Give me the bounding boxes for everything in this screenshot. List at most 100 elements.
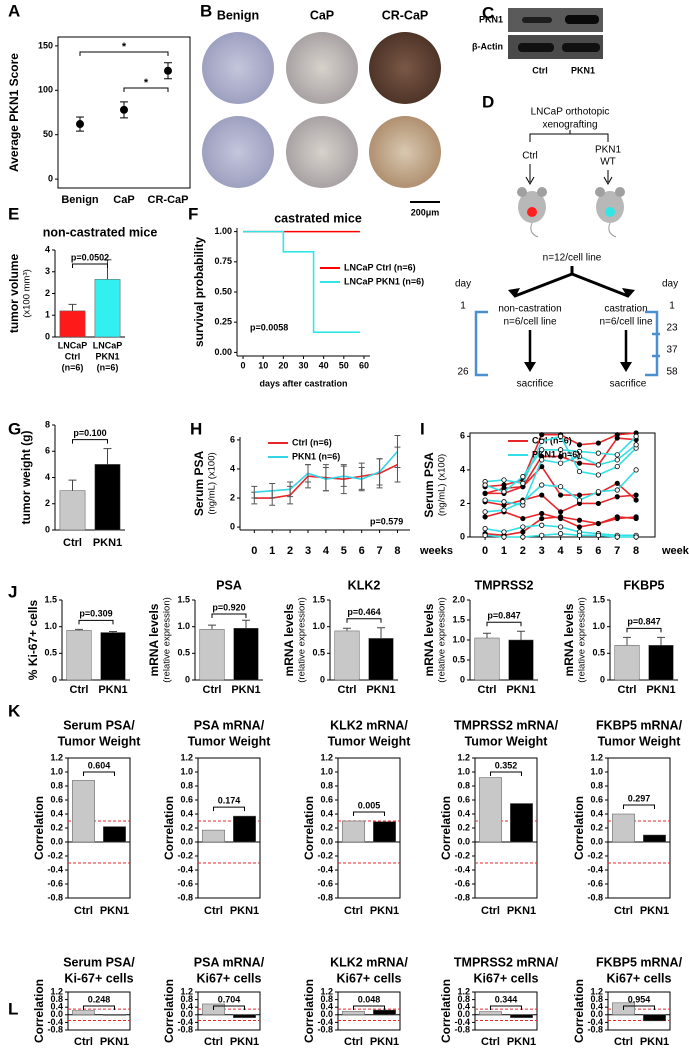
- y-tick-label: -0.8: [454, 1024, 470, 1034]
- error-bar: [103, 448, 112, 465]
- chart-title: PSA: [216, 578, 242, 592]
- y-tick-label: 0.2: [180, 822, 193, 832]
- x-tick-label: 1: [269, 545, 275, 557]
- x-tick-label: 10: [258, 360, 268, 370]
- data-point: [501, 499, 507, 505]
- significance-bracket: [213, 806, 245, 812]
- y-tick-label: 0.2: [457, 822, 470, 832]
- y-axis-label: Correlation: [572, 796, 586, 860]
- x-tick-label: Ctrl: [203, 684, 222, 696]
- bar: [614, 645, 640, 681]
- data-point: [595, 489, 601, 495]
- legend-label: PKN1 (n=6): [532, 449, 580, 459]
- day-value: 26: [457, 367, 469, 378]
- panel-label: G: [8, 419, 21, 438]
- x-tick-label: PKN1: [370, 905, 399, 917]
- chart-title: FKBP5 mRNA/: [596, 718, 683, 732]
- y-tick-label: 0.0: [457, 836, 470, 846]
- data-point: [520, 474, 526, 480]
- x-tick-label: Ctrl: [204, 905, 223, 917]
- x-tick-label: PKN1: [98, 684, 127, 696]
- y-tick-label: 8: [45, 419, 50, 429]
- y-tick-label: 0.0: [590, 836, 603, 846]
- annotation: 0.954: [628, 994, 651, 1004]
- bar: [373, 821, 396, 843]
- x-tick-label: 5: [341, 545, 347, 557]
- bar: [103, 826, 126, 843]
- x-tick-label: 6: [359, 545, 365, 557]
- y-tick-label: 6: [45, 446, 50, 456]
- chart-title: Tumor Weight: [598, 734, 682, 748]
- data-point: [576, 468, 583, 475]
- mouse-icon: [517, 187, 547, 238]
- blot-row-label: PKN1: [479, 14, 503, 24]
- ihc-core: [286, 32, 358, 104]
- x-tick-label: 0: [482, 545, 488, 557]
- x-tick-label: 40: [319, 360, 329, 370]
- data-point: [501, 529, 507, 535]
- y-tick-label: 1.0: [177, 621, 190, 631]
- day-value: 37: [666, 345, 678, 356]
- x-tick-label: (n=6): [62, 362, 84, 372]
- chart-title: Tumor Weight: [465, 734, 549, 748]
- annotation: 0.704: [218, 994, 241, 1004]
- panel-label: D: [482, 92, 494, 111]
- x-tick-label: PKN1: [646, 684, 675, 696]
- x-tick-label: (n=6): [97, 362, 119, 372]
- significance-bracket: [79, 51, 169, 56]
- panel-label: I: [420, 419, 425, 438]
- y-tick-label: 6: [460, 431, 465, 441]
- y-tick-label: -0.8: [587, 892, 603, 902]
- bar: [474, 637, 500, 681]
- y-tick-label: 0.4: [320, 1002, 333, 1012]
- y-tick-label: 2: [230, 492, 235, 502]
- group-label: WT: [600, 157, 616, 168]
- bar: [479, 1011, 502, 1016]
- y-tick-label: -0.8: [47, 1024, 63, 1034]
- y-tick-label: 1.2: [320, 986, 333, 996]
- x-tick-label: PKN1: [95, 351, 119, 361]
- y-tick-label: 0: [600, 674, 605, 684]
- bar: [373, 1009, 396, 1016]
- y-tick-label: -0.2: [317, 850, 333, 860]
- x-tick-label: Ctrl: [481, 905, 500, 917]
- y-tick-label: 0.0: [590, 1009, 603, 1019]
- column-label: Benign: [217, 8, 259, 22]
- x-axis-label: weeks: [661, 545, 689, 557]
- y-tick-label: 1.2: [180, 752, 193, 762]
- bar: [643, 834, 666, 843]
- annotation: p=0.920: [212, 602, 245, 612]
- y-axis-label: Correlation: [32, 796, 46, 860]
- arm-label: n=6/cell line: [599, 317, 653, 328]
- ihc-core: [286, 116, 358, 188]
- error-bar: [623, 636, 631, 646]
- x-tick-label: PKN1: [506, 684, 535, 696]
- data-point: [558, 509, 564, 515]
- y-tick-label: -0.4: [454, 1017, 470, 1027]
- significance-bracket: [123, 87, 169, 92]
- data-point: [576, 448, 583, 455]
- y-tick-label: 1.0: [44, 621, 57, 631]
- data-point: [633, 534, 639, 540]
- bar: [94, 464, 121, 531]
- data-point: [520, 524, 526, 530]
- error-bar: [242, 619, 250, 629]
- y-tick-label: 1.2: [457, 986, 470, 996]
- x-tick-label: Ctrl: [74, 905, 93, 917]
- arm-label: castration: [604, 304, 647, 315]
- panel-label: A: [8, 1, 20, 20]
- y-tick-label: 1.0: [457, 766, 470, 776]
- y-axis-label: mRNA levels: [422, 603, 436, 676]
- day-label: day: [455, 279, 471, 290]
- data-point: [614, 487, 620, 493]
- chart-title: FKBP5 mRNA/: [596, 955, 683, 969]
- data-point: [520, 515, 526, 522]
- data-point: [614, 435, 620, 441]
- error-bar: [322, 467, 329, 492]
- y-tick-label: 0.8: [320, 994, 333, 1004]
- y-tick-label: -0.4: [587, 1017, 603, 1027]
- data-point: [482, 526, 488, 532]
- data-point: [576, 492, 583, 498]
- x-tick-label: 5: [576, 545, 582, 557]
- panel-label: E: [8, 204, 19, 223]
